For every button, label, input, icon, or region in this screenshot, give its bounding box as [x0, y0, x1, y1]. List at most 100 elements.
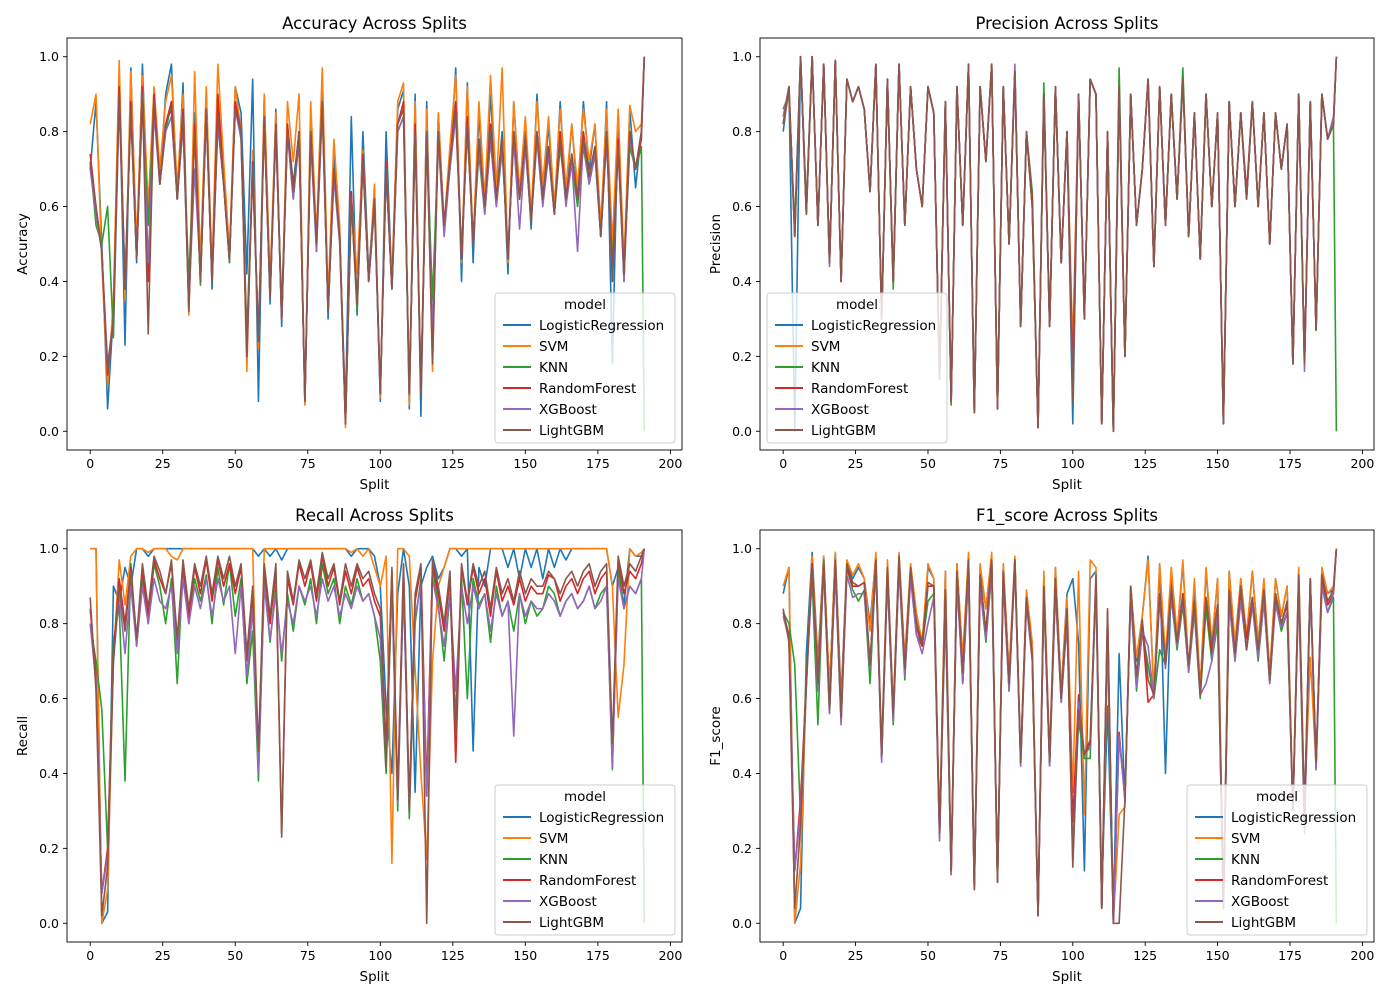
- x-axis-label: Split: [1052, 969, 1082, 985]
- x-tick-label: 125: [441, 456, 465, 471]
- y-tick-label: 0.2: [732, 841, 752, 856]
- y-tick-label: 0.6: [39, 199, 59, 214]
- legend-entry: LightGBM: [1231, 915, 1296, 931]
- series-lines: [782, 548, 1338, 925]
- y-tick-label: 0.2: [39, 841, 59, 856]
- legend-entry: LogisticRegression: [539, 810, 664, 826]
- x-tick-label: 0: [779, 456, 787, 471]
- x-tick-label: 50: [920, 948, 936, 963]
- x-tick-label: 75: [992, 456, 1008, 471]
- chart-title: Accuracy Across Splits: [282, 14, 467, 33]
- y-axis-label: F1_score: [708, 706, 724, 765]
- legend-entry: LogisticRegression: [1231, 810, 1356, 826]
- x-tick-label: 175: [586, 948, 610, 963]
- y-tick-label: 0.4: [732, 274, 752, 289]
- y-tick-label: 0.6: [732, 199, 752, 214]
- legend-title: model: [1256, 789, 1298, 805]
- y-tick-label: 1.0: [732, 541, 752, 556]
- y-tick-label: 0.8: [732, 124, 752, 139]
- chart-panel-4: 0 25 50 75 100 125 150 175 200 0.0 0.2 0.4 0.6 0.8 1.0…: [708, 506, 1375, 985]
- x-tick-label: 125: [1133, 456, 1157, 471]
- series-line-xgboost: [89, 548, 646, 895]
- legend: model LogisticRegression SVM KNN RandomFores…: [494, 784, 676, 936]
- x-tick-label: 0: [779, 948, 787, 963]
- x-tick-label: 25: [848, 948, 864, 963]
- legend-entry: XGBoost: [539, 402, 597, 418]
- y-tick-label: 0.0: [39, 916, 59, 931]
- y-tick-label: 0.0: [732, 424, 752, 439]
- axes-frame: [759, 529, 1375, 943]
- series-line-lightgbm: [89, 56, 646, 425]
- x-tick-label: 200: [658, 456, 682, 471]
- legend-title: model: [564, 789, 606, 805]
- legend: model LogisticRegression SVM KNN RandomFores…: [766, 292, 948, 444]
- y-tick-label: 0.2: [732, 349, 752, 364]
- x-tick-label: 100: [1061, 456, 1085, 471]
- y-tick-label: 0.0: [732, 916, 752, 931]
- chart-title: Recall Across Splits: [295, 506, 454, 525]
- legend-entry: SVM: [539, 831, 568, 847]
- legend-entry: SVM: [1231, 831, 1260, 847]
- y-tick-label: 0.0: [39, 424, 59, 439]
- x-tick-label: 75: [300, 948, 316, 963]
- series-lines: [89, 547, 646, 925]
- series-line-lightgbm: [89, 548, 646, 925]
- x-tick-label: 175: [586, 456, 610, 471]
- legend-box: [766, 292, 948, 444]
- x-axis-label: Split: [360, 477, 390, 493]
- legend-entry: LogisticRegression: [811, 318, 936, 334]
- y-tick-label: 1.0: [39, 49, 59, 64]
- legend-entry: LightGBM: [539, 915, 604, 931]
- x-tick-label: 0: [86, 456, 94, 471]
- chart-title: F1_score Across Splits: [976, 506, 1158, 526]
- legend-entry: RandomForest: [811, 381, 908, 397]
- legend-entry: LightGBM: [811, 423, 876, 439]
- y-tick-label: 0.4: [39, 766, 59, 781]
- y-tick-label: 0.4: [732, 766, 752, 781]
- axes-frame: [759, 37, 1375, 451]
- y-tick-label: 0.4: [39, 274, 59, 289]
- chart-title: Precision Across Splits: [975, 14, 1158, 33]
- legend-entry: SVM: [811, 339, 840, 355]
- axes-frame: [66, 529, 683, 943]
- legend: model LogisticRegression SVM KNN RandomFores…: [1186, 784, 1368, 936]
- series-line-lightgbm: [782, 55, 1338, 433]
- x-tick-label: 125: [441, 948, 465, 963]
- legend-entry: XGBoost: [811, 402, 869, 418]
- x-tick-label: 75: [300, 456, 316, 471]
- y-tick-label: 0.6: [39, 691, 59, 706]
- series-lines: [782, 55, 1338, 433]
- legend-entry: KNN: [1231, 852, 1260, 868]
- legend-box: [494, 784, 676, 936]
- legend-entry: XGBoost: [539, 894, 597, 910]
- x-tick-label: 100: [368, 456, 392, 471]
- x-tick-label: 200: [1350, 456, 1374, 471]
- legend-title: model: [836, 297, 878, 313]
- x-tick-label: 175: [1278, 456, 1302, 471]
- x-tick-label: 100: [1061, 948, 1085, 963]
- series-line-lightgbm: [782, 548, 1338, 925]
- x-tick-label: 150: [513, 948, 537, 963]
- y-tick-label: 1.0: [732, 49, 752, 64]
- y-tick-label: 0.8: [39, 124, 59, 139]
- chart-panel-1: 0 25 50 75 100 125 150 175 200 0.0 0.2 0.4 0.6 0.8 1.0…: [15, 14, 683, 493]
- x-tick-label: 150: [1206, 948, 1230, 963]
- x-tick-label: 0: [86, 948, 94, 963]
- legend-entry: KNN: [811, 360, 840, 376]
- x-axis-label: Split: [1052, 477, 1082, 493]
- legend-entry: RandomForest: [539, 873, 636, 889]
- x-tick-label: 175: [1278, 948, 1302, 963]
- legend-entry: KNN: [539, 360, 568, 376]
- x-tick-label: 150: [513, 456, 537, 471]
- series-line-svm: [90, 547, 645, 925]
- y-tick-label: 0.8: [39, 616, 59, 631]
- y-tick-label: 0.2: [39, 349, 59, 364]
- y-tick-label: 0.6: [732, 691, 752, 706]
- legend: model LogisticRegression SVM KNN RandomFores…: [494, 292, 676, 444]
- y-axis-label: Precision: [708, 214, 724, 274]
- legend-entry: KNN: [539, 852, 568, 868]
- x-tick-label: 150: [1206, 456, 1230, 471]
- legend-entry: RandomForest: [1231, 873, 1328, 889]
- y-tick-label: 0.8: [732, 616, 752, 631]
